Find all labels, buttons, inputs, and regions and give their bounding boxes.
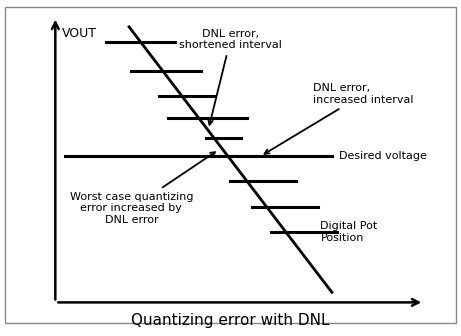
Text: Worst case quantizing
error increased by
DNL error: Worst case quantizing error increased by… (70, 152, 215, 225)
Text: Quantizing error with DNL: Quantizing error with DNL (131, 312, 330, 328)
Text: DNL error,
shortened interval: DNL error, shortened interval (179, 29, 282, 125)
Text: Desired voltage: Desired voltage (339, 151, 427, 161)
Text: Digital Pot
Position: Digital Pot Position (320, 221, 378, 243)
Text: VOUT: VOUT (62, 27, 97, 40)
Text: DNL error,
increased interval: DNL error, increased interval (265, 83, 414, 154)
